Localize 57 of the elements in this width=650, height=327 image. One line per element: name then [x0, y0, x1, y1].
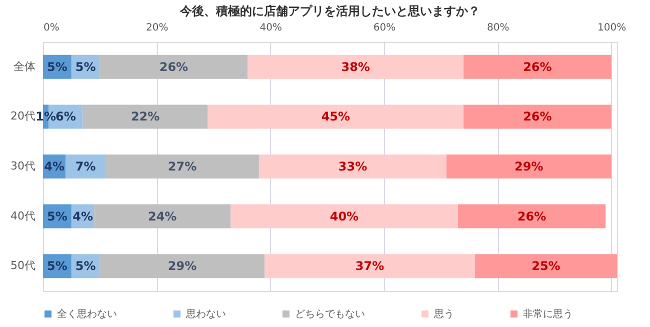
bar	[464, 54, 612, 79]
data-label: 24%	[148, 209, 177, 224]
data-label: 5%	[75, 259, 96, 274]
data-label: 40%	[330, 209, 359, 224]
bar	[82, 104, 208, 129]
x-tick-label: 80%	[487, 22, 510, 34]
x-tick-label: 60%	[373, 22, 396, 34]
y-tick-label: 30代	[10, 160, 36, 172]
bar	[100, 54, 248, 79]
data-label: 27%	[168, 160, 197, 174]
legend-label: 非常に思う	[523, 308, 573, 320]
data-label: 38%	[341, 60, 370, 74]
bar	[474, 254, 617, 278]
x-tick-label: 20%	[146, 22, 168, 34]
data-label: 4%	[72, 209, 93, 224]
bar	[258, 154, 447, 178]
legend-label: どちらでもない	[295, 309, 365, 320]
data-label: 29%	[168, 259, 197, 274]
data-label: 5%	[47, 259, 68, 274]
bar	[106, 154, 259, 178]
data-label: 26%	[159, 60, 188, 74]
data-label: 22%	[130, 110, 160, 124]
data-label: 5%	[47, 209, 68, 224]
bar	[264, 254, 475, 278]
bar	[208, 104, 464, 129]
data-label: 26%	[523, 60, 552, 74]
x-tick-label: 100%	[598, 22, 626, 34]
data-label: 4%	[44, 160, 65, 174]
bar	[446, 154, 612, 178]
bar	[100, 254, 265, 278]
data-label: 26%	[523, 110, 552, 124]
data-label: 7%	[75, 160, 96, 174]
data-label: 33%	[338, 160, 368, 174]
data-label: 25%	[532, 259, 560, 274]
bar	[66, 154, 106, 178]
y-tick-label: 20代	[10, 110, 36, 123]
legend-label: 全く思わない	[57, 308, 117, 320]
bar	[248, 54, 464, 79]
data-label: 45%	[321, 110, 350, 124]
data-label: 37%	[355, 259, 384, 274]
data-label: 5%	[75, 60, 96, 74]
x-tick-label: 40%	[260, 22, 282, 34]
data-label: 29%	[514, 160, 544, 174]
legend-label: 思わない	[185, 309, 226, 320]
bar	[464, 104, 612, 129]
legend-label: 思う	[433, 309, 454, 320]
data-label: 26%	[517, 209, 546, 224]
bar	[458, 204, 606, 228]
chart-title: 今後、積極的に店舗アプリを活用したいと思いますか？	[179, 4, 480, 18]
x-tick-label: 0%	[44, 22, 60, 34]
bar	[230, 204, 458, 228]
y-tick-label: 50代	[10, 259, 36, 272]
y-tick-label: 全体	[14, 60, 36, 73]
y-tick-label: 40代	[10, 209, 36, 222]
data-label: 6%	[56, 110, 76, 124]
data-label: 5%	[47, 60, 68, 74]
bar	[94, 204, 231, 228]
